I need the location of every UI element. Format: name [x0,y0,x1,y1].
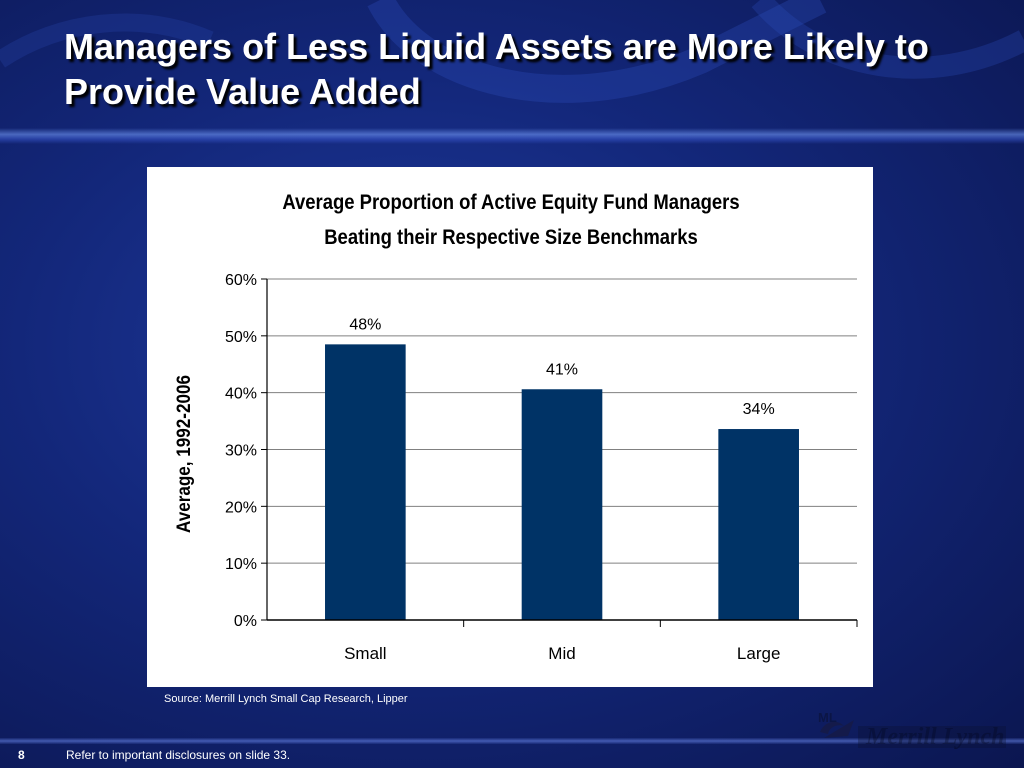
y-tick-label: 60% [225,272,257,289]
source-note: Source: Merrill Lynch Small Cap Research… [164,693,408,705]
data-label: 34% [743,401,775,418]
x-tick-label: Small [344,644,387,663]
x-tick-label: Large [737,644,780,663]
page-number: 8 [18,748,25,762]
bar-mid [521,389,603,620]
y-axis-label: Average, 1992-2006 [173,375,194,533]
bar-large [718,429,799,620]
bar-chart: Average Proportion of Active Equity Fund… [173,191,858,663]
logo-wordmark: Merrill Lynch [865,724,1004,750]
data-label: 48% [349,316,381,333]
data-label: 41% [546,361,578,378]
footer-divider [0,738,1024,744]
logo-initials: ML [818,710,837,725]
chart-title: Average Proportion of Active Equity Fund… [282,191,739,214]
y-tick-label: 40% [225,386,257,403]
slide-title: Managers of Less Liquid Assets are More … [64,26,929,112]
title-divider [0,128,1024,144]
y-tick-label: 50% [225,329,257,346]
chart-panel: Average Proportion of Active Equity Fund… [147,167,873,687]
x-tick-label: Mid [548,644,575,663]
y-tick-label: 20% [225,499,257,516]
y-tick-label: 0% [234,613,257,630]
merrill-lynch-logo: Merrill Lynch ML [818,710,1006,750]
y-tick-label: 10% [225,556,257,573]
disclosure-link[interactable]: Refer to important disclosures on slide … [66,748,291,762]
y-tick-label: 30% [225,443,257,460]
chart-subtitle: Beating their Respective Size Benchmarks [324,226,698,249]
bar-small [325,344,406,620]
